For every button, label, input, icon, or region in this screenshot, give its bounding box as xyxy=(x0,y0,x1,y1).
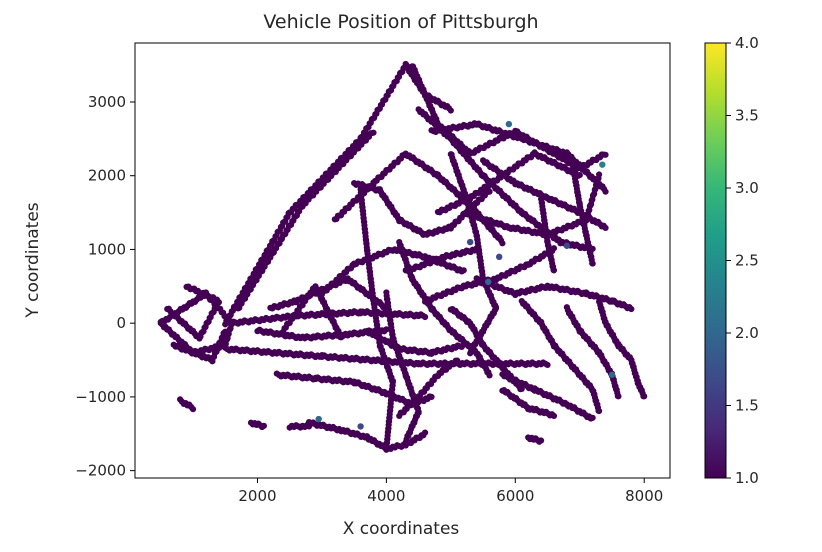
scatter-point xyxy=(421,429,429,436)
y-tick-label: 0 xyxy=(116,314,126,332)
scatter-point xyxy=(602,188,609,195)
highlight-points-layer xyxy=(315,120,616,430)
highlight-point xyxy=(505,120,513,128)
scatter-point xyxy=(305,423,313,430)
scatter-point xyxy=(641,393,648,400)
x-tick-label: 6000 xyxy=(496,487,534,505)
scatter-point xyxy=(602,224,609,232)
scatter-point xyxy=(595,407,603,415)
x-tick-label: 8000 xyxy=(625,487,663,505)
scatter-track xyxy=(164,283,222,342)
scatter-track xyxy=(570,165,596,267)
scatter-point xyxy=(589,414,596,421)
y-axis-label: Y coordinates xyxy=(23,202,43,318)
scatter-track xyxy=(499,387,558,420)
scatter-track xyxy=(402,245,480,275)
x-tick-label: 4000 xyxy=(367,487,405,505)
scatter-track xyxy=(235,129,377,312)
colorbar-ticks: 1.0 1.5 2.0 2.5 3.0 3.5 4.0 xyxy=(726,34,759,487)
scatter-track xyxy=(518,297,603,415)
highlight-point xyxy=(357,423,364,430)
scatter-point xyxy=(260,422,268,429)
colorbar-tick-label: 2.0 xyxy=(735,324,759,342)
plot-frame xyxy=(134,42,671,479)
scatter-point xyxy=(447,107,454,114)
scatter-point xyxy=(460,267,467,274)
x-axis-label: X coordinates xyxy=(343,519,460,539)
scatter-point xyxy=(383,326,390,333)
scatter-point xyxy=(576,172,583,179)
scatter-track xyxy=(247,419,268,431)
y-tick-label: 1000 xyxy=(88,240,126,258)
scatter-track xyxy=(595,298,648,400)
scatter-point xyxy=(589,260,596,267)
scatter-point xyxy=(428,393,435,400)
chart-title: Vehicle Position of Pittsburgh xyxy=(263,11,538,33)
scatter-track xyxy=(537,195,558,274)
scatter-point xyxy=(189,406,197,413)
scatter-point xyxy=(486,372,493,379)
colorbar-tick-label: 1.5 xyxy=(735,397,759,415)
scatter-point xyxy=(421,313,429,321)
scatter-track xyxy=(363,327,467,357)
plot-area xyxy=(157,60,648,453)
scatter-point xyxy=(550,412,558,420)
colorbar-tick-label: 2.5 xyxy=(735,252,759,270)
scatter-track xyxy=(170,328,229,365)
highlight-point xyxy=(466,238,474,246)
highlight-point xyxy=(563,242,571,249)
scatter-point xyxy=(222,328,229,335)
scatter-point xyxy=(595,171,603,178)
scatter-track xyxy=(447,305,525,393)
scatter-point xyxy=(550,267,558,274)
colorbar-tick-label: 4.0 xyxy=(735,34,759,52)
highlight-point xyxy=(315,415,322,423)
scatter-track xyxy=(273,370,435,408)
colorbar: 1.0 1.5 2.0 2.5 3.0 3.5 4.0 xyxy=(704,34,759,487)
scatter-point xyxy=(486,188,493,195)
scatter-track xyxy=(428,120,609,195)
y-tick-label: −2000 xyxy=(75,462,126,480)
colorbar-gradient xyxy=(705,43,726,478)
scatter-point xyxy=(454,357,461,364)
colorbar-tick-label: 3.0 xyxy=(735,179,759,197)
scatter-track xyxy=(473,275,635,313)
scatter-point xyxy=(460,341,467,348)
scatter-series-layer xyxy=(157,60,648,453)
scatter-point xyxy=(183,283,190,291)
x-tick-label: 2000 xyxy=(238,487,276,505)
scatter-point xyxy=(544,361,551,369)
scatter-track xyxy=(396,357,461,420)
scatter-point xyxy=(499,240,506,247)
scatter-track xyxy=(305,419,429,453)
y-tick-label: 3000 xyxy=(88,93,126,111)
colorbar-tick-label: 1.0 xyxy=(735,469,759,487)
y-tick-label: −1000 xyxy=(75,388,126,406)
y-tick-label: 2000 xyxy=(88,167,126,185)
highlight-point xyxy=(599,161,606,168)
x-axis-ticks: 2000 4000 6000 8000 xyxy=(238,478,663,505)
scatter-point xyxy=(615,393,622,400)
scatter-track xyxy=(499,371,596,422)
scatter-point xyxy=(370,129,377,136)
highlight-point xyxy=(608,371,616,378)
scatter-track xyxy=(383,289,422,446)
highlight-point xyxy=(485,278,492,286)
scatter-track xyxy=(409,63,609,172)
scatter-point xyxy=(157,320,164,327)
scatter-track xyxy=(286,422,313,431)
scatter-point xyxy=(602,151,609,158)
scatter-track xyxy=(331,150,506,247)
scatter-track xyxy=(525,434,545,445)
highlight-point xyxy=(495,253,503,261)
colorbar-tick-label: 3.5 xyxy=(735,107,759,125)
scatter-point xyxy=(628,305,635,313)
y-axis-ticks: −2000 −1000 0 1000 2000 3000 xyxy=(75,93,135,480)
scatter-point xyxy=(402,439,409,446)
scatter-point xyxy=(537,437,545,444)
scatter-track xyxy=(177,396,197,413)
scatter-point xyxy=(473,245,480,252)
